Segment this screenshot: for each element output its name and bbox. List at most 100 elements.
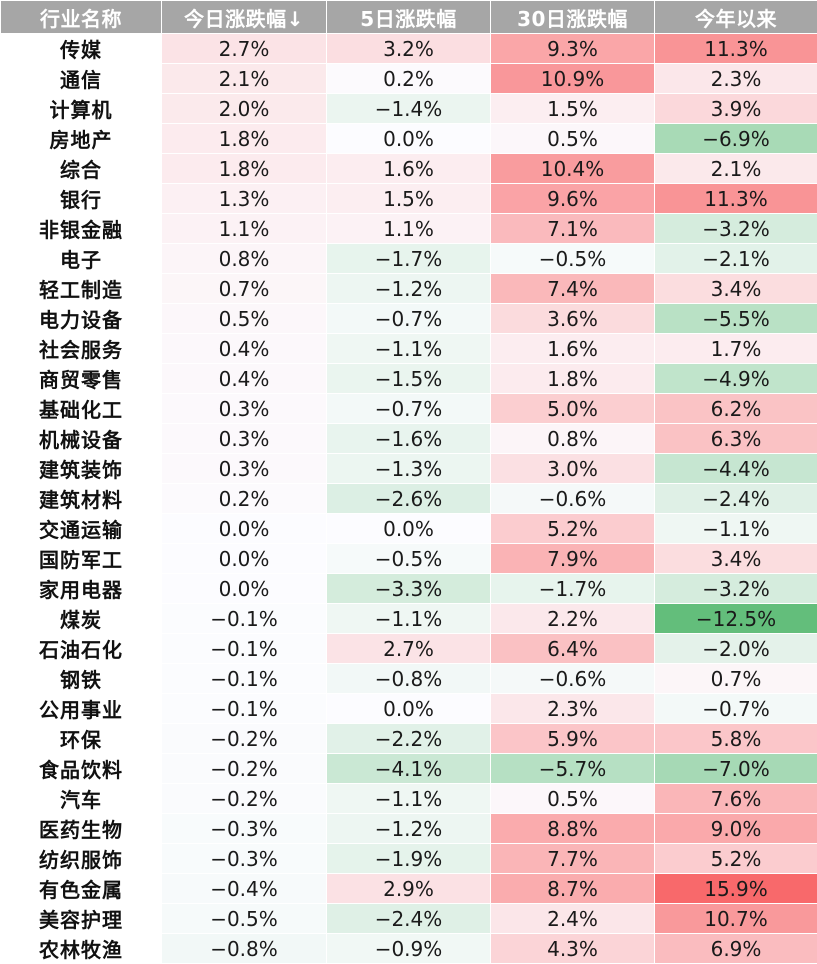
- 5day-change-cell: −3.3%: [327, 574, 491, 604]
- industry-name-cell: 煤炭: [1, 604, 162, 634]
- 5day-change-cell: −2.2%: [327, 724, 491, 754]
- today-change-cell: −0.2%: [162, 754, 327, 784]
- 5day-change-cell: −2.6%: [327, 484, 491, 514]
- industry-name-cell: 机械设备: [1, 424, 162, 454]
- ytd-change-cell: −4.4%: [655, 454, 817, 484]
- 5day-change-cell: −0.5%: [327, 544, 491, 574]
- 5day-change-cell: −4.1%: [327, 754, 491, 784]
- header-industry-name: 行业名称: [1, 1, 162, 34]
- 30day-change-cell: 7.1%: [491, 214, 655, 244]
- industry-name-cell: 农林牧渔: [1, 934, 162, 964]
- today-change-cell: 0.4%: [162, 364, 327, 394]
- 30day-change-cell: −5.7%: [491, 754, 655, 784]
- ytd-change-cell: 10.7%: [655, 904, 817, 934]
- 30day-change-cell: 5.2%: [491, 514, 655, 544]
- industry-name-cell: 石油石化: [1, 634, 162, 664]
- 5day-change-cell: 1.5%: [327, 184, 491, 214]
- ytd-change-cell: −7.0%: [655, 754, 817, 784]
- 30day-change-cell: 9.6%: [491, 184, 655, 214]
- table-row: 纺织服饰−0.3%−1.9%7.7%5.2%: [1, 844, 817, 874]
- header-ytd-change[interactable]: 今年以来: [655, 1, 817, 34]
- 5day-change-cell: −1.4%: [327, 94, 491, 124]
- ytd-change-cell: −2.0%: [655, 634, 817, 664]
- today-change-cell: 0.0%: [162, 514, 327, 544]
- 5day-change-cell: 1.1%: [327, 214, 491, 244]
- ytd-change-cell: 15.9%: [655, 874, 817, 904]
- today-change-cell: −0.3%: [162, 814, 327, 844]
- ytd-change-cell: 6.9%: [655, 934, 817, 964]
- 5day-change-cell: −0.8%: [327, 664, 491, 694]
- today-change-cell: 0.3%: [162, 424, 327, 454]
- 30day-change-cell: 5.9%: [491, 724, 655, 754]
- 5day-change-cell: −1.1%: [327, 334, 491, 364]
- 30day-change-cell: 7.4%: [491, 274, 655, 304]
- industry-name-cell: 家用电器: [1, 574, 162, 604]
- today-change-cell: −0.1%: [162, 604, 327, 634]
- today-change-cell: 0.3%: [162, 394, 327, 424]
- industry-name-cell: 商贸零售: [1, 364, 162, 394]
- ytd-change-cell: −5.5%: [655, 304, 817, 334]
- industry-name-cell: 建筑装饰: [1, 454, 162, 484]
- 30day-change-cell: 7.7%: [491, 844, 655, 874]
- 30day-change-cell: 1.5%: [491, 94, 655, 124]
- 30day-change-cell: 2.4%: [491, 904, 655, 934]
- today-change-cell: −0.1%: [162, 634, 327, 664]
- industry-name-cell: 美容护理: [1, 904, 162, 934]
- today-change-cell: 0.3%: [162, 454, 327, 484]
- today-change-cell: 2.7%: [162, 34, 327, 64]
- 5day-change-cell: −1.3%: [327, 454, 491, 484]
- table-row: 石油石化−0.1%2.7%6.4%−2.0%: [1, 634, 817, 664]
- table-row: 医药生物−0.3%−1.2%8.8%9.0%: [1, 814, 817, 844]
- 30day-change-cell: 8.7%: [491, 874, 655, 904]
- industry-name-cell: 医药生物: [1, 814, 162, 844]
- 5day-change-cell: −1.7%: [327, 244, 491, 274]
- ytd-change-cell: 0.7%: [655, 664, 817, 694]
- 5day-change-cell: 1.6%: [327, 154, 491, 184]
- ytd-change-cell: 2.1%: [655, 154, 817, 184]
- ytd-change-cell: 3.4%: [655, 544, 817, 574]
- industry-name-cell: 房地产: [1, 124, 162, 154]
- industry-name-cell: 电力设备: [1, 304, 162, 334]
- industry-name-cell: 非银金融: [1, 214, 162, 244]
- industry-name-cell: 建筑材料: [1, 484, 162, 514]
- today-change-cell: 1.8%: [162, 154, 327, 184]
- 5day-change-cell: −1.2%: [327, 274, 491, 304]
- 5day-change-cell: −1.2%: [327, 814, 491, 844]
- header-today-change[interactable]: 今日涨跌幅↓: [162, 1, 327, 34]
- 30day-change-cell: 1.8%: [491, 364, 655, 394]
- header-30day-change[interactable]: 30日涨跌幅: [491, 1, 655, 34]
- today-change-cell: −0.2%: [162, 784, 327, 814]
- ytd-change-cell: −12.5%: [655, 604, 817, 634]
- industry-name-cell: 传媒: [1, 34, 162, 64]
- 30day-change-cell: 0.8%: [491, 424, 655, 454]
- 5day-change-cell: 0.2%: [327, 64, 491, 94]
- 5day-change-cell: −1.1%: [327, 784, 491, 814]
- today-change-cell: 1.3%: [162, 184, 327, 214]
- 30day-change-cell: 2.2%: [491, 604, 655, 634]
- header-5day-change[interactable]: 5日涨跌幅: [327, 1, 491, 34]
- 5day-change-cell: −1.6%: [327, 424, 491, 454]
- 30day-change-cell: −0.5%: [491, 244, 655, 274]
- today-change-cell: −0.1%: [162, 694, 327, 724]
- 5day-change-cell: −0.7%: [327, 304, 491, 334]
- industry-name-cell: 电子: [1, 244, 162, 274]
- today-change-cell: −0.4%: [162, 874, 327, 904]
- today-change-cell: −0.8%: [162, 934, 327, 964]
- 30day-change-cell: −0.6%: [491, 664, 655, 694]
- industry-name-cell: 国防军工: [1, 544, 162, 574]
- 30day-change-cell: 3.0%: [491, 454, 655, 484]
- 30day-change-cell: 6.4%: [491, 634, 655, 664]
- ytd-change-cell: −2.4%: [655, 484, 817, 514]
- ytd-change-cell: 5.2%: [655, 844, 817, 874]
- table-row: 钢铁−0.1%−0.8%−0.6%0.7%: [1, 664, 817, 694]
